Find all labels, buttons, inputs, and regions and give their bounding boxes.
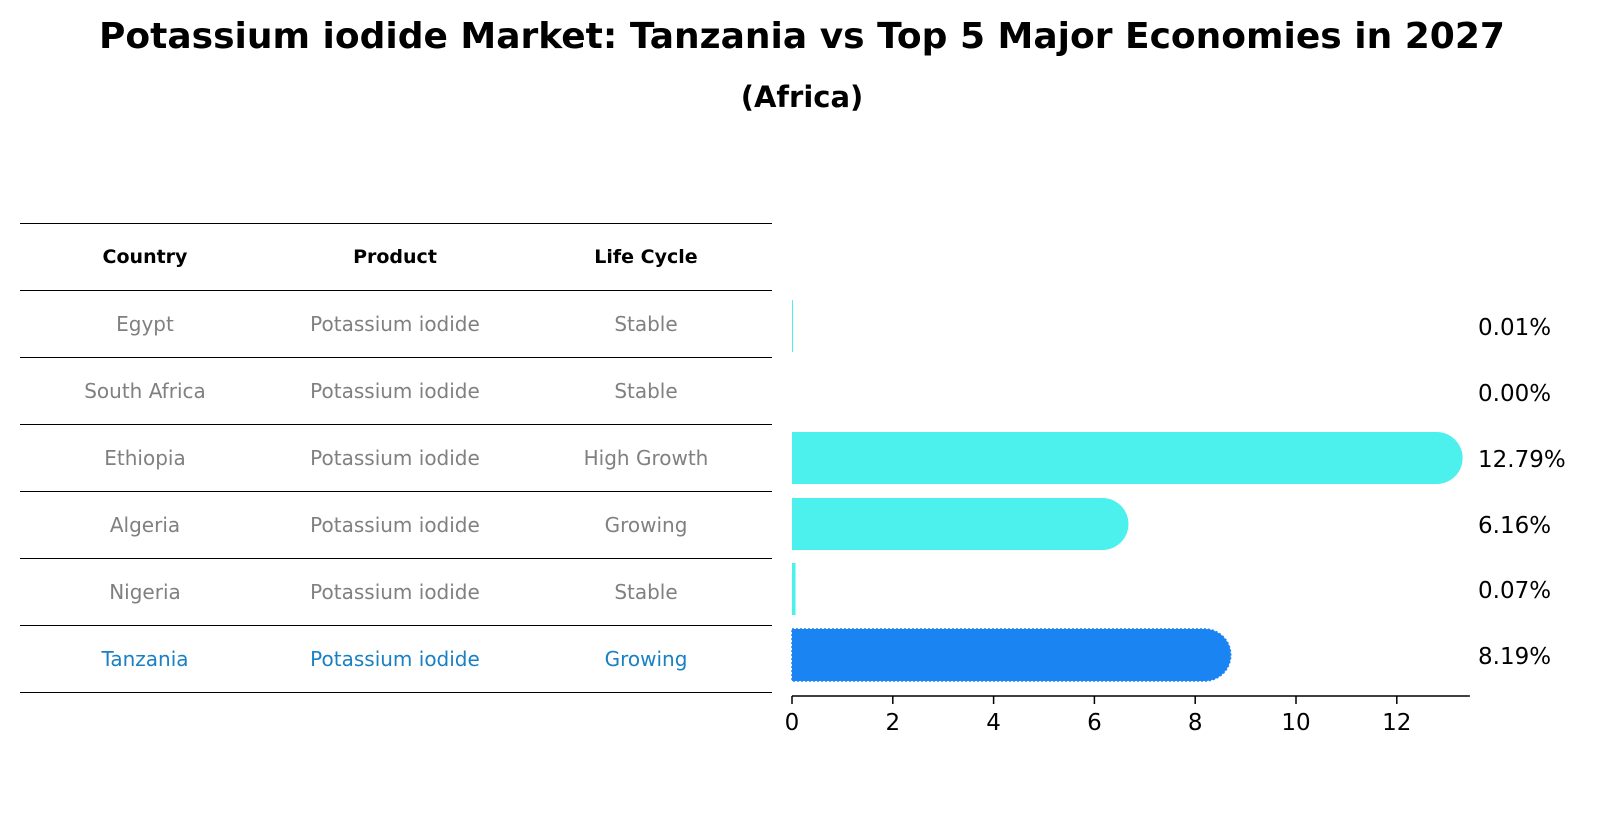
x-tick-label: 6: [1087, 710, 1102, 736]
table-row: Nigeria Potassium iodide Stable: [20, 558, 772, 625]
cell-product: Potassium iodide: [310, 312, 480, 336]
table-row: Ethiopia Potassium iodide High Growth: [20, 424, 772, 491]
chart-title: Potassium iodide Market: Tanzania vs Top…: [99, 16, 1505, 57]
cell-life-cycle: Stable: [614, 379, 678, 403]
cell-product: Potassium iodide: [310, 446, 480, 470]
x-tick-label: 2: [885, 710, 900, 736]
cell-country: Nigeria: [109, 580, 181, 604]
cell-country: Ethiopia: [104, 446, 186, 470]
cell-product: Potassium iodide: [310, 379, 480, 403]
cell-country: South Africa: [84, 379, 206, 403]
cell-life-cycle: Stable: [614, 580, 678, 604]
header-life-cycle: Life Cycle: [594, 246, 698, 268]
table-row-highlighted: Tanzania Potassium iodide Growing: [20, 625, 772, 693]
x-tick-label: 8: [1188, 710, 1203, 736]
data-label: 0.00%: [1478, 381, 1551, 407]
data-table: Country Product Life Cycle Egypt Potassi…: [20, 223, 772, 693]
cell-life-cycle: Growing: [604, 513, 688, 537]
x-tick-label: 4: [986, 710, 1001, 736]
cell-life-cycle: High Growth: [583, 446, 709, 470]
table-header-row: Country Product Life Cycle: [20, 223, 772, 290]
bar: [792, 563, 796, 615]
data-label: 8.19%: [1478, 644, 1551, 670]
cell-country: Egypt: [116, 312, 174, 336]
data-label: 0.07%: [1478, 578, 1551, 604]
table-row: Egypt Potassium iodide Stable: [20, 290, 772, 357]
x-tick-label: 10: [1281, 710, 1310, 736]
x-tick-label: 0: [785, 710, 800, 736]
cell-product: Potassium iodide: [310, 513, 480, 537]
data-label: 12.79%: [1478, 447, 1566, 473]
header-product: Product: [353, 246, 437, 268]
bar: [792, 498, 1129, 550]
cell-country: Algeria: [109, 513, 181, 537]
bar: [792, 300, 793, 352]
cell-life-cycle: Stable: [614, 312, 678, 336]
bar: [792, 432, 1463, 484]
data-label: 6.16%: [1478, 513, 1551, 539]
cell-life-cycle: Growing: [604, 647, 688, 671]
header-country: Country: [102, 246, 188, 268]
x-tick-label: 12: [1382, 710, 1411, 736]
table-row: South Africa Potassium iodide Stable: [20, 357, 772, 424]
table-row: Algeria Potassium iodide Growing: [20, 491, 772, 558]
bar-highlighted: [791, 628, 1232, 682]
chart-subtitle: (Africa): [740, 80, 864, 114]
cell-product: Potassium iodide: [310, 580, 480, 604]
cell-country: Tanzania: [101, 647, 189, 671]
cell-product: Potassium iodide: [310, 647, 480, 671]
data-label: 0.01%: [1478, 315, 1551, 341]
